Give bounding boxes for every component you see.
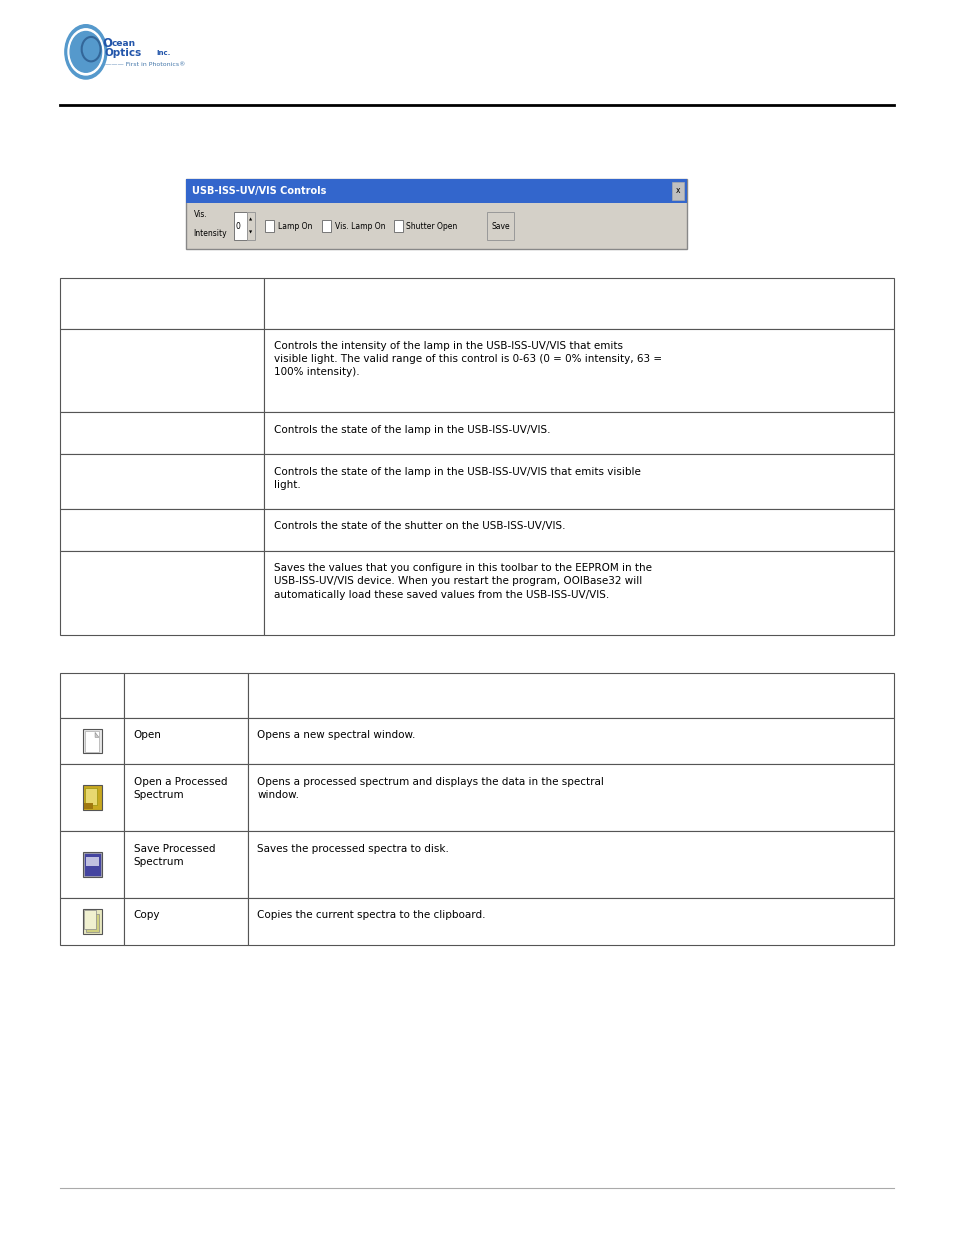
Bar (60, 509, 264, 551)
Bar (124, 831, 248, 898)
Bar (247, 212, 254, 240)
Bar (124, 718, 248, 764)
Bar (264, 551, 893, 635)
Circle shape (70, 32, 101, 73)
Text: Copies the current spectra to the clipboard.: Copies the current spectra to the clipbo… (257, 910, 485, 920)
Text: 0: 0 (235, 221, 240, 231)
Bar (60, 278, 264, 329)
Bar (487, 212, 514, 240)
Text: Inc.: Inc. (156, 51, 171, 57)
Polygon shape (95, 732, 99, 737)
Bar (248, 764, 893, 831)
Text: Vis.: Vis. (193, 210, 207, 220)
Bar (248, 831, 893, 898)
Text: USB-ISS-UV/VIS Controls: USB-ISS-UV/VIS Controls (192, 185, 326, 196)
Text: ——— First in Photonics®: ——— First in Photonics® (105, 62, 185, 67)
Bar (60, 329, 264, 412)
Bar (87, 914, 99, 932)
Bar (264, 454, 893, 509)
Bar (264, 329, 893, 412)
Text: Lamp On: Lamp On (277, 221, 312, 231)
Text: Optics: Optics (105, 48, 142, 58)
Bar (124, 764, 248, 831)
Text: x: x (675, 186, 679, 195)
Text: Controls the state of the lamp in the USB-ISS-UV/VIS.: Controls the state of the lamp in the US… (274, 425, 550, 435)
Text: cean: cean (112, 40, 135, 48)
Bar (186, 179, 686, 203)
Bar (248, 718, 893, 764)
Bar (83, 785, 102, 810)
Text: Controls the intensity of the lamp in the USB-ISS-UV/VIS that emits
visible ligh: Controls the intensity of the lamp in th… (274, 341, 661, 377)
Bar (124, 898, 248, 945)
Bar (248, 898, 893, 945)
Bar (85, 731, 99, 752)
Bar (60, 454, 264, 509)
Bar (84, 853, 101, 876)
Bar (60, 764, 124, 831)
Bar (60, 831, 124, 898)
Text: Opens a new spectral window.: Opens a new spectral window. (257, 730, 416, 740)
Text: O: O (102, 37, 112, 51)
Circle shape (65, 25, 107, 79)
Text: Shutter Open: Shutter Open (406, 221, 457, 231)
Text: Open a Processed
Spectrum: Open a Processed Spectrum (133, 777, 227, 800)
Text: Intensity: Intensity (193, 228, 227, 238)
Bar (233, 212, 247, 240)
Circle shape (68, 28, 104, 75)
Bar (264, 278, 893, 329)
Text: Vis. Lamp On: Vis. Lamp On (335, 221, 385, 231)
Text: Save Processed
Spectrum: Save Processed Spectrum (133, 844, 215, 867)
Text: ▼: ▼ (249, 231, 253, 235)
Text: ▲: ▲ (249, 217, 253, 221)
Bar (60, 551, 264, 635)
Text: Opens a processed spectrum and displays the data in the spectral
window.: Opens a processed spectrum and displays … (257, 777, 603, 800)
Bar (83, 729, 102, 753)
Bar (60, 898, 124, 945)
Bar (60, 412, 264, 454)
Text: Save: Save (491, 221, 510, 231)
Bar (394, 220, 402, 232)
Text: Saves the processed spectra to disk.: Saves the processed spectra to disk. (257, 844, 449, 853)
Text: Open: Open (133, 730, 162, 740)
Bar (248, 673, 893, 718)
Text: Controls the state of the lamp in the USB-ISS-UV/VIS that emits visible
light.: Controls the state of the lamp in the US… (274, 467, 640, 490)
Bar (671, 182, 683, 200)
Text: Controls the state of the shutter on the USB-ISS-UV/VIS.: Controls the state of the shutter on the… (274, 521, 565, 531)
Bar (83, 909, 102, 934)
Text: Saves the values that you configure in this toolbar to the EEPROM in the
USB-ISS: Saves the values that you configure in t… (274, 563, 651, 599)
Bar (85, 788, 97, 805)
Bar (265, 220, 274, 232)
Bar (264, 412, 893, 454)
Bar (264, 509, 893, 551)
Bar (84, 910, 96, 929)
Bar (60, 673, 124, 718)
Text: Copy: Copy (133, 910, 160, 920)
Bar (60, 718, 124, 764)
Bar (84, 803, 93, 809)
Bar (124, 673, 248, 718)
Bar (83, 852, 102, 877)
Bar (186, 179, 686, 249)
Bar (322, 220, 331, 232)
Bar (86, 857, 99, 866)
